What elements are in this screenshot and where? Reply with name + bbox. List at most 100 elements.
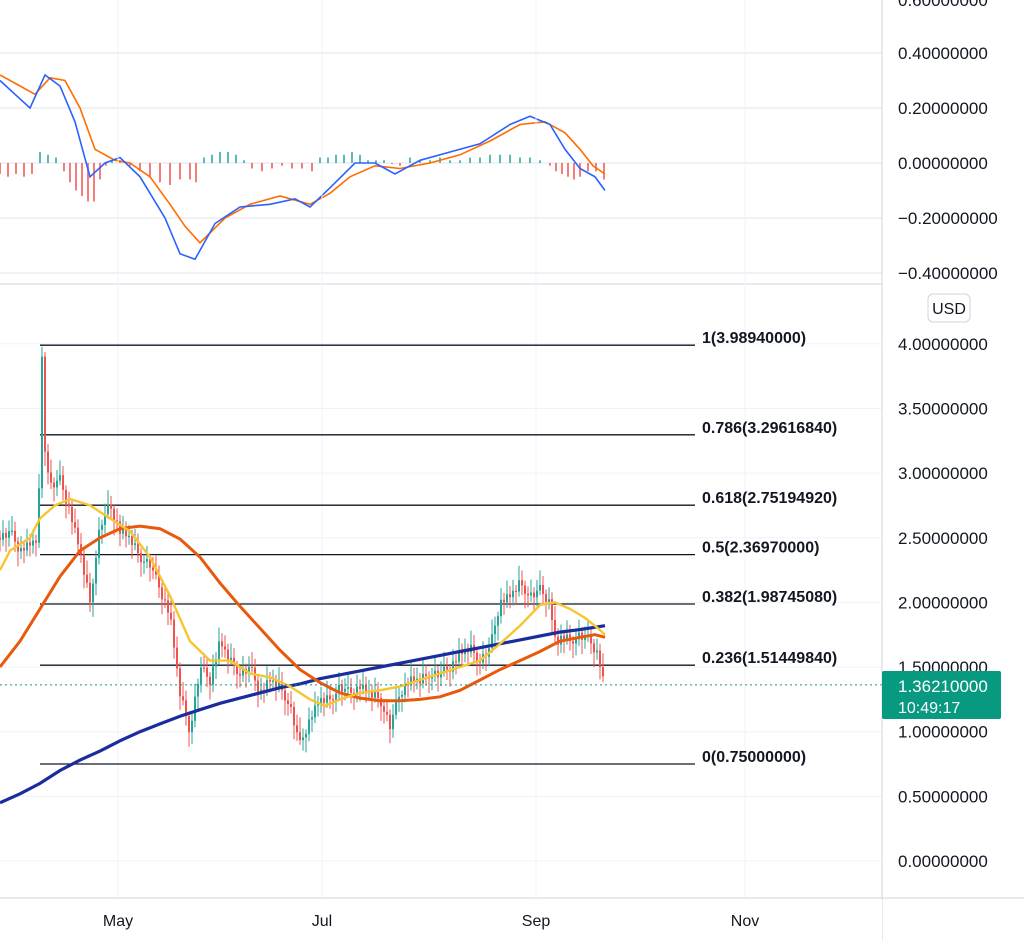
fib-level-label: 0.5(2.36970000) xyxy=(702,540,819,557)
candle-body xyxy=(533,592,535,598)
candle-body xyxy=(338,684,340,694)
candle-body xyxy=(86,574,88,583)
candle-body xyxy=(179,668,181,697)
candle-body xyxy=(530,592,532,596)
macd-histogram-bar xyxy=(343,154,345,163)
candle-body xyxy=(53,482,55,488)
candle-body xyxy=(458,651,460,662)
candle-body xyxy=(32,540,34,546)
candle-body xyxy=(389,714,391,730)
currency-label: USD xyxy=(932,301,966,318)
candle-body xyxy=(242,668,244,676)
macd-histogram-bar xyxy=(179,163,181,180)
candle-body xyxy=(341,684,343,692)
macd-histogram-bar xyxy=(261,163,263,172)
macd-histogram-bar xyxy=(47,154,49,163)
candle-body xyxy=(461,651,463,655)
price-tick-label: 2.00000000 xyxy=(898,593,988,612)
macd-histogram-bar xyxy=(311,163,313,172)
candle-body xyxy=(278,681,280,688)
macd-histogram-bar xyxy=(459,160,461,163)
macd-histogram-bar xyxy=(561,163,563,174)
macd-axis-labels: 0.60000000 0.40000000 0.20000000 0.00000000… xyxy=(898,0,998,283)
macd-histogram-bar xyxy=(301,163,303,169)
macd-histogram-bar xyxy=(409,157,411,163)
candle-body xyxy=(134,543,136,546)
candle-body xyxy=(299,732,301,741)
candle-body xyxy=(257,680,259,693)
macd-histogram-bar xyxy=(399,163,401,166)
candle-body xyxy=(221,641,223,647)
price-axis[interactable] xyxy=(882,0,1024,941)
candle-body xyxy=(98,529,100,558)
macd-histogram-bar xyxy=(579,163,581,177)
candle-body xyxy=(578,632,580,640)
candle-body xyxy=(158,574,160,588)
currency-button-frame[interactable] xyxy=(927,293,971,323)
candle-body xyxy=(74,522,76,528)
candle-body xyxy=(41,356,43,489)
candle-body xyxy=(200,667,202,684)
price-tick-label: 2.50000000 xyxy=(898,529,988,548)
candle-body xyxy=(452,661,454,672)
candle-body xyxy=(224,646,226,650)
candle-body xyxy=(323,698,325,703)
time-tick-label: Nov xyxy=(731,913,759,930)
candle-body xyxy=(8,531,10,538)
candle-body xyxy=(188,716,190,733)
candle-body xyxy=(374,692,376,698)
macd-pane xyxy=(0,52,882,274)
currency-button[interactable]: USD xyxy=(927,293,971,323)
macd-histogram-bar xyxy=(195,163,197,183)
time-tick-label: Jul xyxy=(312,913,332,930)
candle-body xyxy=(602,666,604,677)
price-tick-label: 1.00000000 xyxy=(898,723,988,742)
candle-body xyxy=(149,558,151,568)
candle-body xyxy=(116,520,118,522)
candle-body xyxy=(518,580,520,592)
candle-body xyxy=(359,686,361,689)
candle-body xyxy=(494,625,496,635)
macd-histogram-bar xyxy=(519,157,521,163)
candle-body xyxy=(230,657,232,661)
price-pane: 1(3.98940000) 0.786(3.29616840) 0.618(2.75… xyxy=(0,0,882,898)
macd-histogram-bar xyxy=(449,160,451,163)
time-tick-label: Sep xyxy=(522,913,551,930)
candle-body xyxy=(161,587,163,600)
candle-body xyxy=(26,542,28,551)
candle-body xyxy=(284,690,286,701)
candle-body xyxy=(113,508,115,521)
candle-body xyxy=(68,503,70,507)
candle-body xyxy=(500,599,502,617)
macd-histogram-bar xyxy=(587,163,589,172)
candle-body xyxy=(92,583,94,603)
candle-body xyxy=(50,472,52,483)
macd-histogram-bar xyxy=(281,163,283,166)
candle-body xyxy=(14,530,16,542)
moving-average-mid xyxy=(0,524,606,703)
time-axis[interactable] xyxy=(0,899,882,941)
candle-body xyxy=(575,639,577,644)
candle-body xyxy=(164,599,166,601)
macd-histogram-bar xyxy=(383,160,385,163)
candle-body xyxy=(11,530,13,532)
macd-histogram-bar xyxy=(203,157,205,163)
candle-body xyxy=(128,535,130,538)
macd-histogram-bar xyxy=(251,163,253,169)
candle-body xyxy=(521,580,523,586)
macd-histogram-bar xyxy=(31,163,33,174)
candle-body xyxy=(365,684,367,692)
candle-body xyxy=(356,686,358,695)
candle-body xyxy=(311,717,313,720)
macd-histogram-bar xyxy=(39,152,41,163)
candle-body xyxy=(89,582,91,603)
candle-body xyxy=(536,590,538,598)
macd-histogram-bar xyxy=(15,163,17,174)
candle-body xyxy=(20,548,22,552)
macd-tick-label: −0.20000000 xyxy=(898,209,998,228)
candle-body xyxy=(0,537,1,540)
price-badge-value: 1.36210000 xyxy=(898,677,988,696)
fibonacci-retracement[interactable]: 1(3.98940000) 0.786(3.29616840) 0.618(2.75… xyxy=(40,330,837,766)
candle-body xyxy=(395,701,397,715)
